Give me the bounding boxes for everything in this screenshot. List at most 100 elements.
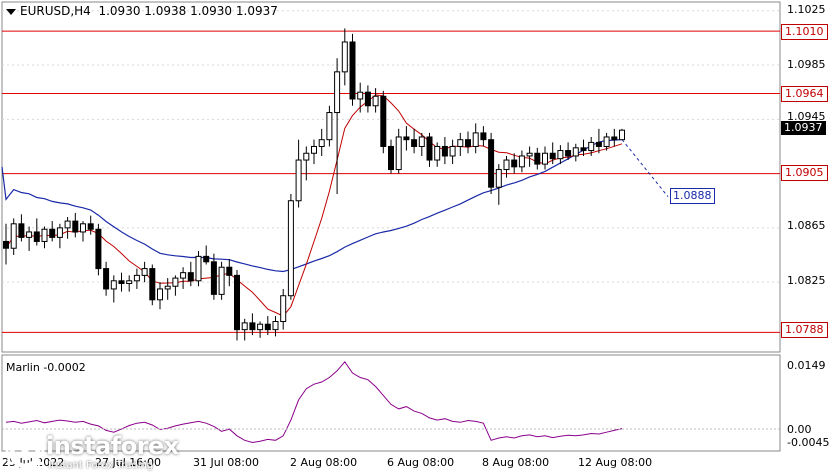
- candle: [95, 223, 102, 276]
- candle: [411, 128, 418, 154]
- indicator-label: Marlin -0.0002: [6, 361, 86, 374]
- candle: [264, 316, 271, 336]
- candle: [157, 282, 163, 310]
- candle: [580, 139, 587, 156]
- slow-moving-average: [1, 138, 623, 273]
- candle: [126, 275, 133, 292]
- candle: [118, 272, 125, 292]
- level-tag-0964: 1.0964: [781, 86, 828, 102]
- candle: [272, 316, 279, 337]
- chart-header: EURUSD,H4 1.0930 1.0938 1.0930 1.0937: [6, 4, 278, 18]
- logo-gear-icon: [5, 433, 45, 473]
- candle: [3, 223, 9, 265]
- candle: [287, 193, 294, 300]
- current-price-tag: 1.0937: [781, 121, 826, 135]
- candle: [56, 223, 63, 249]
- candle: [172, 275, 179, 296]
- candle: [257, 321, 264, 338]
- candle: [380, 90, 387, 154]
- candle: [318, 128, 325, 156]
- candle: [480, 126, 487, 147]
- candle: [418, 132, 425, 156]
- main-plot-frame: [1, 1, 781, 353]
- candle: [526, 146, 533, 167]
- level-tag-0905: 1.0905: [781, 165, 828, 181]
- candle: [218, 261, 225, 300]
- osc-tick: 0.00: [787, 423, 812, 436]
- candle: [280, 288, 287, 330]
- candle: [64, 217, 71, 239]
- candle: [518, 150, 525, 173]
- price-tick: 1.0945: [787, 110, 826, 123]
- candle: [488, 132, 495, 194]
- candle: [449, 139, 456, 165]
- level-tag-0788: 1.0788: [781, 322, 828, 338]
- candle: [141, 261, 148, 283]
- ohlc-readout: 1.0930 1.0938 1.0930 1.0937: [98, 4, 278, 18]
- time-label: 8 Aug 08:00: [482, 456, 550, 469]
- candle: [10, 218, 17, 256]
- candle: [503, 155, 510, 178]
- candle: [557, 145, 564, 165]
- candle: [349, 33, 356, 106]
- candle: [441, 136, 448, 165]
- candle: [72, 212, 79, 238]
- candle: [588, 136, 595, 156]
- price-tick: 1.0985: [787, 58, 826, 71]
- candle: [149, 264, 156, 306]
- slow-ma-projection: [621, 139, 669, 198]
- time-label: 27 Jul 16:00: [95, 456, 161, 469]
- candle: [357, 82, 364, 113]
- logo-brand: instaforex: [46, 432, 179, 460]
- candle: [33, 218, 40, 246]
- candle: [295, 139, 302, 208]
- price-tick: 1.0825: [787, 274, 826, 287]
- candle: [18, 214, 25, 242]
- candle: [619, 128, 625, 141]
- logo-tagline: Instant Forex Trading: [48, 460, 154, 471]
- candle: [133, 268, 140, 289]
- candle: [26, 226, 33, 251]
- candle: [495, 164, 502, 205]
- candle: [87, 215, 94, 235]
- candle: [457, 132, 464, 156]
- candle: [311, 139, 317, 165]
- candle: [326, 105, 333, 147]
- candle: [49, 221, 56, 242]
- candle: [364, 85, 371, 113]
- candle: [203, 245, 210, 265]
- candle: [603, 132, 610, 151]
- marlin-oscillator-line: [5, 360, 623, 444]
- candle: [465, 131, 471, 154]
- candle: [249, 313, 256, 336]
- level-tag-1010: 1.1010: [781, 24, 828, 40]
- time-label: 6 Aug 08:00: [387, 456, 455, 469]
- candle: [472, 123, 479, 154]
- ma-projection-label: 1.0888: [670, 188, 715, 204]
- candle: [395, 128, 402, 174]
- candle: [611, 128, 618, 147]
- candle: [542, 146, 548, 170]
- candle: [103, 261, 110, 296]
- time-label: 2 Aug 08:00: [290, 456, 358, 469]
- candle: [334, 58, 341, 194]
- chevron-down-icon[interactable]: [6, 8, 16, 15]
- candle: [534, 147, 541, 170]
- candle: [234, 269, 240, 341]
- candle: [303, 146, 310, 181]
- price-tick: 1.1025: [787, 3, 826, 16]
- time-label: 12 Aug 08:00: [578, 456, 653, 469]
- candle: [341, 28, 348, 86]
- candle: [403, 126, 410, 151]
- candle: [164, 278, 171, 300]
- candle: [210, 253, 217, 300]
- instaforex-logo: instaforex Instant Forex Trading: [0, 430, 180, 476]
- time-label: 31 Jul 08:00: [193, 456, 259, 469]
- candle: [187, 261, 194, 287]
- candles: [3, 28, 625, 341]
- candle: [388, 139, 394, 174]
- candle: [549, 142, 556, 165]
- candle: [241, 318, 248, 341]
- candle: [565, 142, 572, 161]
